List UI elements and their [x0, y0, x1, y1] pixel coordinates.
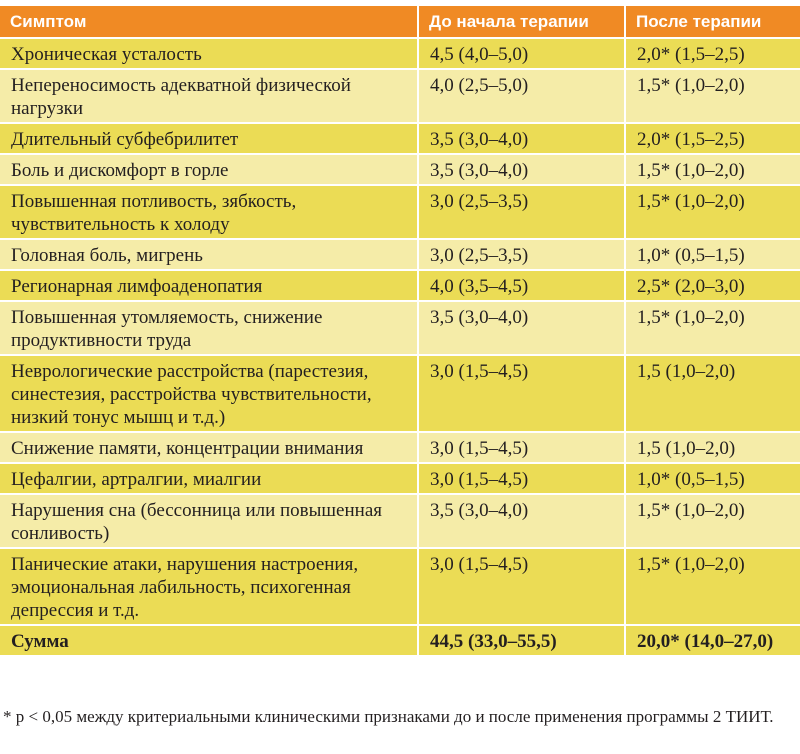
- before-cell: 4,5 (4,0–5,0): [418, 37, 626, 69]
- table-row: Хроническая усталость 4,5 (4,0–5,0) 2,0*…: [0, 37, 800, 69]
- footnote: * р < 0,05 между критериальными клиничес…: [3, 707, 774, 726]
- table-row: Нарушения сна (бессонница или повышенная…: [0, 493, 800, 548]
- sum-label: Сумма: [0, 624, 419, 655]
- after-cell: 1,5* (1,0–2,0): [625, 153, 800, 185]
- symptom-cell: Боль и дискомфорт в горле: [0, 153, 419, 185]
- before-cell: 3,0 (1,5–4,5): [418, 354, 626, 432]
- before-cell: 3,0 (2,5–3,5): [418, 238, 626, 270]
- before-cell: 3,5 (3,0–4,0): [418, 493, 626, 548]
- header-symptom: Симптом: [0, 6, 419, 38]
- before-cell: 4,0 (3,5–4,5): [418, 269, 626, 301]
- table-row: Боль и дискомфорт в горле 3,5 (3,0–4,0) …: [0, 153, 800, 185]
- symptom-table: Симптом До начала терапии После терапии …: [0, 6, 800, 655]
- symptom-cell: Непереносимость адекватной физической на…: [0, 68, 419, 123]
- symptom-cell: Головная боль, мигрень: [0, 238, 419, 270]
- table-row: Цефалгии, артралгии, миалгии 3,0 (1,5–4,…: [0, 462, 800, 494]
- table-row: Головная боль, мигрень 3,0 (2,5–3,5) 1,0…: [0, 238, 800, 270]
- before-cell: 4,0 (2,5–5,0): [418, 68, 626, 123]
- before-cell: 3,0 (1,5–4,5): [418, 431, 626, 463]
- table-row: Длительный субфебрилитет 3,5 (3,0–4,0) 2…: [0, 122, 800, 154]
- after-cell: 1,5* (1,0–2,0): [625, 68, 800, 123]
- before-cell: 3,5 (3,0–4,0): [418, 153, 626, 185]
- header-after: После терапии: [625, 6, 800, 38]
- after-cell: 1,0* (0,5–1,5): [625, 462, 800, 494]
- symptom-cell: Длительный субфебрилитет: [0, 122, 419, 154]
- header-row: Симптом До начала терапии После терапии: [0, 6, 800, 38]
- before-cell: 3,0 (2,5–3,5): [418, 184, 626, 239]
- after-cell: 2,5* (2,0–3,0): [625, 269, 800, 301]
- before-cell: 3,0 (1,5–4,5): [418, 547, 626, 625]
- after-cell: 1,5 (1,0–2,0): [625, 354, 800, 432]
- symptom-cell: Панические атаки, нарушения настроения, …: [0, 547, 419, 625]
- after-cell: 1,0* (0,5–1,5): [625, 238, 800, 270]
- table-row: Повышенная утомляемость, снижение продук…: [0, 300, 800, 355]
- table-row: Повышенная потливость, зябкость, чувстви…: [0, 184, 800, 239]
- sum-after: 20,0* (14,0–27,0): [625, 624, 800, 655]
- after-cell: 2,0* (1,5–2,5): [625, 122, 800, 154]
- table-row: Регионарная лимфоаденопатия 4,0 (3,5–4,5…: [0, 269, 800, 301]
- sum-before: 44,5 (33,0–55,5): [418, 624, 626, 655]
- after-cell: 1,5* (1,0–2,0): [625, 493, 800, 548]
- table-row: Непереносимость адекватной физической на…: [0, 68, 800, 123]
- table-row: Снижение памяти, концентрации внимания 3…: [0, 431, 800, 463]
- symptom-cell: Повышенная утомляемость, снижение продук…: [0, 300, 419, 355]
- table-row: Панические атаки, нарушения настроения, …: [0, 547, 800, 625]
- symptom-cell: Цефалгии, артралгии, миалгии: [0, 462, 419, 494]
- symptom-cell: Неврологические расстройства (парестезия…: [0, 354, 419, 432]
- after-cell: 1,5 (1,0–2,0): [625, 431, 800, 463]
- symptom-cell: Хроническая усталость: [0, 37, 419, 69]
- before-cell: 3,5 (3,0–4,0): [418, 300, 626, 355]
- after-cell: 1,5* (1,0–2,0): [625, 300, 800, 355]
- table-row: Неврологические расстройства (парестезия…: [0, 354, 800, 432]
- after-cell: 1,5* (1,0–2,0): [625, 547, 800, 625]
- before-cell: 3,5 (3,0–4,0): [418, 122, 626, 154]
- symptom-cell: Снижение памяти, концентрации внимания: [0, 431, 419, 463]
- after-cell: 1,5* (1,0–2,0): [625, 184, 800, 239]
- symptom-cell: Регионарная лимфоаденопатия: [0, 269, 419, 301]
- after-cell: 2,0* (1,5–2,5): [625, 37, 800, 69]
- header-before: До начала терапии: [418, 6, 626, 38]
- symptom-cell: Повышенная потливость, зябкость, чувстви…: [0, 184, 419, 239]
- before-cell: 3,0 (1,5–4,5): [418, 462, 626, 494]
- symptom-cell: Нарушения сна (бессонница или повышенная…: [0, 493, 419, 548]
- sum-row: Сумма 44,5 (33,0–55,5) 20,0* (14,0–27,0): [0, 624, 800, 655]
